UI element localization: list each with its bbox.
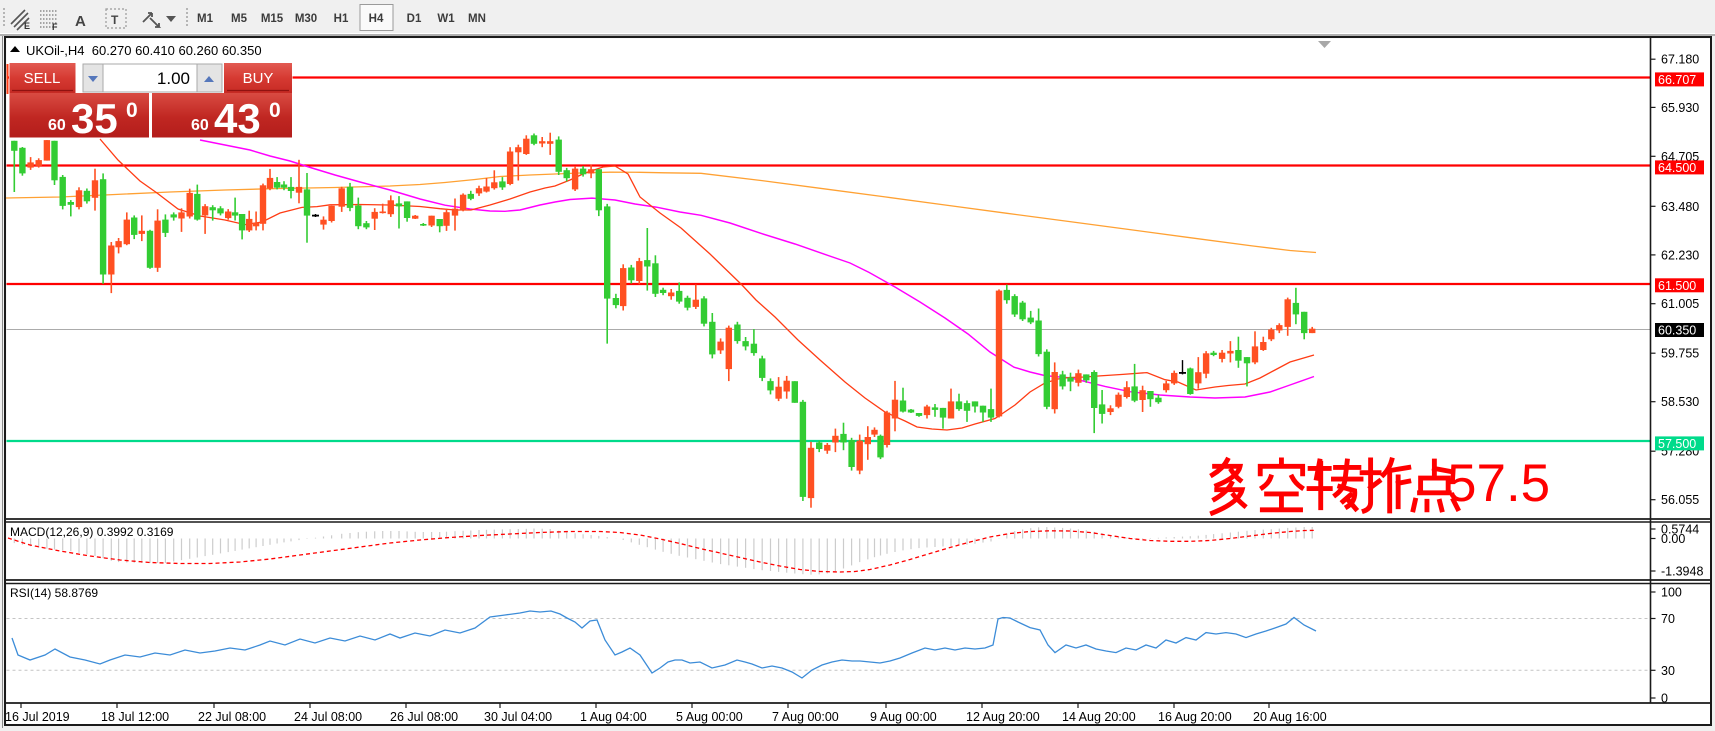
- svg-text:12 Aug 20:00: 12 Aug 20:00: [966, 710, 1040, 724]
- svg-text:24 Jul 08:00: 24 Jul 08:00: [294, 710, 362, 724]
- svg-text:T: T: [111, 13, 119, 27]
- svg-text:35: 35: [71, 95, 118, 142]
- svg-text:BUY: BUY: [243, 70, 274, 87]
- svg-text:M30: M30: [295, 13, 317, 25]
- svg-text:W1: W1: [437, 13, 455, 25]
- svg-text:D1: D1: [407, 13, 422, 25]
- svg-text:1.00: 1.00: [157, 69, 190, 88]
- svg-text:100: 100: [1661, 586, 1682, 600]
- svg-text:26 Jul 08:00: 26 Jul 08:00: [390, 710, 458, 724]
- svg-text:SELL: SELL: [24, 70, 61, 87]
- svg-text:65.930: 65.930: [1661, 101, 1699, 115]
- svg-text:UKOil-,H4 60.270 60.410 60.26: UKOil-,H4 60.270 60.410 60.260 60.350: [26, 43, 262, 58]
- svg-text:0: 0: [269, 99, 281, 122]
- svg-text:M1: M1: [197, 13, 214, 25]
- svg-text:57.5: 57.5: [1447, 454, 1550, 513]
- svg-text:9 Aug 00:00: 9 Aug 00:00: [870, 710, 937, 724]
- svg-text:57.500: 57.500: [1658, 437, 1696, 451]
- svg-text:22 Jul 08:00: 22 Jul 08:00: [198, 710, 266, 724]
- svg-text:66.707: 66.707: [1658, 73, 1696, 87]
- svg-text:0.00: 0.00: [1661, 532, 1685, 546]
- svg-text:43: 43: [214, 95, 261, 142]
- svg-text:20 Aug 16:00: 20 Aug 16:00: [1253, 710, 1327, 724]
- svg-text:64.705: 64.705: [1661, 150, 1699, 164]
- svg-text:5 Aug 00:00: 5 Aug 00:00: [676, 710, 743, 724]
- svg-text:E: E: [24, 21, 30, 31]
- svg-text:63.480: 63.480: [1661, 200, 1699, 214]
- svg-text:30 Jul 04:00: 30 Jul 04:00: [484, 710, 552, 724]
- svg-text:MN: MN: [468, 13, 486, 25]
- svg-text:F: F: [52, 22, 58, 32]
- svg-text:30: 30: [1661, 664, 1675, 678]
- svg-text:M5: M5: [231, 13, 248, 25]
- svg-text:67.180: 67.180: [1661, 53, 1699, 67]
- svg-text:56.055: 56.055: [1661, 493, 1699, 507]
- svg-text:H1: H1: [334, 13, 349, 25]
- svg-text:60.350: 60.350: [1658, 324, 1696, 338]
- svg-text:60: 60: [48, 117, 66, 134]
- svg-text:RSI(14) 58.8769: RSI(14) 58.8769: [10, 586, 98, 600]
- svg-text:61.005: 61.005: [1661, 297, 1699, 311]
- svg-text:58.530: 58.530: [1661, 395, 1699, 409]
- svg-text:7 Aug 00:00: 7 Aug 00:00: [772, 710, 839, 724]
- svg-text:-1.3948: -1.3948: [1661, 565, 1703, 579]
- svg-text:59.755: 59.755: [1661, 347, 1699, 361]
- svg-text:60: 60: [191, 117, 209, 134]
- svg-text:64.500: 64.500: [1658, 161, 1696, 175]
- svg-text:0.5744: 0.5744: [1661, 523, 1699, 537]
- svg-text:A: A: [75, 13, 86, 30]
- svg-text:70: 70: [1661, 612, 1675, 626]
- svg-text:16 Jul 2019: 16 Jul 2019: [5, 710, 70, 724]
- svg-text:1 Aug 04:00: 1 Aug 04:00: [580, 710, 647, 724]
- svg-text:M15: M15: [261, 13, 284, 25]
- svg-text:MACD(12,26,9) 0.3992 0.3169: MACD(12,26,9) 0.3992 0.3169: [10, 525, 174, 539]
- svg-text:0: 0: [1661, 692, 1668, 706]
- svg-text:H4: H4: [369, 13, 384, 25]
- svg-text:14 Aug 20:00: 14 Aug 20:00: [1062, 710, 1136, 724]
- svg-text:61.500: 61.500: [1658, 279, 1696, 293]
- svg-text:62.230: 62.230: [1661, 248, 1699, 262]
- svg-text:0: 0: [126, 99, 138, 122]
- svg-text:18 Jul 12:00: 18 Jul 12:00: [101, 710, 169, 724]
- svg-text:16 Aug 20:00: 16 Aug 20:00: [1158, 710, 1232, 724]
